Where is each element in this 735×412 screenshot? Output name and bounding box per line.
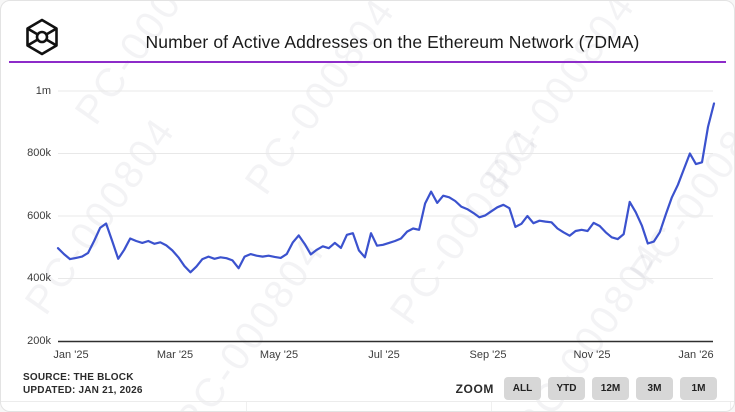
footer-column-divider [730, 402, 731, 411]
y-tick-label: 400k [27, 272, 51, 284]
zoom-all-button[interactable]: ALL [504, 377, 541, 400]
source-attribution: SOURCE: THE BLOCK UPDATED: JAN 21, 2026 [23, 371, 143, 397]
series-line [56, 102, 716, 274]
y-tick-label: 800k [27, 147, 51, 159]
x-tick-label: Mar '25 [156, 349, 194, 361]
page-title: Number of Active Addresses on the Ethere… [145, 32, 640, 53]
y-tick-label: 200k [27, 335, 51, 347]
zoom-12m-button[interactable]: 12M [592, 377, 629, 400]
zoom-3m-button[interactable]: 3M [636, 377, 673, 400]
zoom-controls: ZOOM ALL YTD 12M 3M 1M [456, 377, 717, 400]
x-tick-label: Nov '25 [573, 349, 611, 361]
x-tick-label: Jan '26 [678, 349, 714, 361]
x-tick-label: May '25 [259, 349, 299, 361]
the-block-logo[interactable] [22, 17, 62, 57]
y-tick-label: 600k [27, 210, 51, 222]
zoom-label: ZOOM [455, 381, 494, 396]
x-tick-label: Jan '25 [53, 349, 89, 361]
source-line: SOURCE: THE BLOCK [23, 372, 134, 383]
zoom-1m-button[interactable]: 1M [680, 377, 717, 400]
y-tick-label: 1m [35, 85, 51, 97]
footer-divider [1, 401, 734, 402]
x-tick-label: Sep '25 [469, 349, 507, 361]
accent-divider [9, 61, 726, 63]
zoom-ytd-button[interactable]: YTD [548, 377, 585, 400]
footer-column-divider [491, 402, 492, 411]
gridlines [58, 90, 713, 279]
x-tick-label: Jul '25 [368, 349, 400, 361]
footer-column-divider [246, 402, 247, 411]
updated-line: UPDATED: JAN 21, 2026 [23, 385, 143, 396]
